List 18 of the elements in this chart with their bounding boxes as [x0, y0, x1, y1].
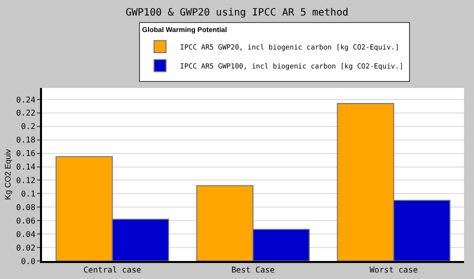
y-tick-label: 0.18 [16, 136, 36, 145]
y-tick-label: 0.22 [16, 108, 36, 118]
y-tick-label: 0.1 [20, 189, 36, 198]
y-tick-label: 0.0 [20, 256, 36, 266]
x-tick-label: Best Case [231, 266, 275, 275]
y-tick-label: 0.04 [16, 230, 36, 239]
chart-title: GWP100 & GWP20 using IPCC AR 5 method [126, 7, 348, 18]
y-tick-label: 0.08 [16, 202, 36, 212]
y-tick-label: 0.02 [16, 243, 36, 252]
y-tick-label: 0.24 [16, 95, 36, 104]
y-tick-label: 0.12 [16, 176, 36, 186]
y-axis-title: Kg CO2 Equiv [3, 149, 12, 200]
x-tick-label: Worst case [370, 266, 418, 275]
y-tick-label: 0.16 [16, 149, 36, 158]
x-tick-label: Central case [83, 266, 142, 275]
y-tick-label: 0.14 [16, 162, 36, 172]
y-tick-label: 0.06 [16, 216, 36, 226]
y-tick-label: 0.2 [20, 122, 36, 132]
